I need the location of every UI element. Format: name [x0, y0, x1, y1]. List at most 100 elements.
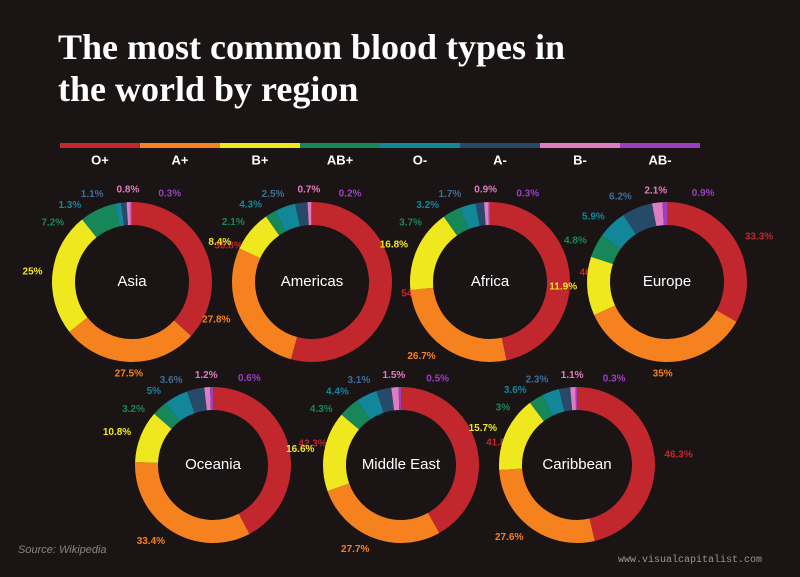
- donut-segment: [126, 202, 131, 226]
- value-label: 27.7%: [341, 544, 369, 555]
- value-label: 3.6%: [160, 375, 183, 386]
- watermark: www.visualcapitalist.com: [617, 555, 762, 566]
- value-label: 0.7%: [297, 185, 320, 196]
- donut-segment: [114, 202, 125, 227]
- value-label: 35%: [653, 369, 673, 380]
- value-label: 0.8%: [117, 185, 140, 196]
- legend-label: B-: [573, 152, 587, 167]
- region-label: Europe: [643, 273, 691, 290]
- region-label: Asia: [117, 273, 147, 290]
- value-label: 4.3%: [310, 404, 333, 415]
- value-label: 26.7%: [407, 351, 435, 362]
- value-label: 4.4%: [326, 386, 349, 397]
- legend-label: A-: [493, 152, 507, 167]
- value-label: 6.2%: [609, 192, 632, 203]
- value-label: 46.3%: [664, 450, 692, 461]
- donut-segment: [135, 461, 250, 544]
- donut-segment: [341, 400, 371, 430]
- value-label: 27.8%: [202, 315, 230, 326]
- legend-swatch: [60, 143, 140, 148]
- value-label: 3.2%: [122, 404, 145, 415]
- value-label: 16.6%: [286, 444, 314, 455]
- value-label: 0.9%: [474, 185, 497, 196]
- donut-segment: [357, 390, 384, 420]
- value-label: 2.3%: [526, 374, 549, 385]
- value-label: 1.5%: [383, 370, 406, 381]
- donut-segment: [290, 202, 393, 362]
- donut-segment: [307, 202, 312, 226]
- value-label: 2.1%: [222, 217, 245, 228]
- donut-segment: [594, 305, 737, 362]
- donut-segment: [130, 202, 132, 226]
- donut-segment: [210, 387, 213, 411]
- donut-segment: [570, 387, 576, 411]
- donut-segment: [132, 202, 212, 337]
- donut-segment: [410, 287, 507, 362]
- donut-segment: [154, 403, 180, 429]
- donut-hole: [348, 412, 454, 518]
- value-label: 4.3%: [239, 199, 262, 210]
- donut-segment: [310, 202, 312, 226]
- donut-segment: [187, 387, 207, 414]
- value-label: 5%: [147, 386, 162, 397]
- donut-segment: [559, 387, 573, 412]
- value-label: 3%: [496, 402, 511, 413]
- region-label: Oceania: [185, 456, 242, 473]
- donut-segment: [69, 317, 192, 362]
- legend-label: AB-: [648, 152, 671, 167]
- donut-segment: [82, 203, 120, 238]
- donut-segment: [443, 207, 469, 236]
- region-label: Africa: [471, 273, 510, 290]
- value-label: 1.1%: [561, 370, 584, 381]
- donut-segment: [667, 202, 747, 322]
- donut-segment: [475, 202, 486, 226]
- donut-segment: [204, 387, 211, 411]
- donut-segment: [529, 395, 553, 422]
- donut-hole: [77, 227, 187, 337]
- value-label: 0.3%: [603, 373, 626, 384]
- legend-swatch: [620, 143, 700, 148]
- value-label: 0.5%: [426, 373, 449, 384]
- value-label: 2.1%: [644, 185, 667, 196]
- region-label: Americas: [281, 273, 344, 290]
- donut-segment: [460, 203, 480, 230]
- value-label: 10.8%: [103, 427, 131, 438]
- value-label: 4.8%: [564, 236, 587, 247]
- donut-segment: [410, 216, 458, 291]
- donut-segment: [542, 389, 565, 416]
- donut-segment: [488, 202, 490, 226]
- donut-segment: [391, 387, 400, 411]
- value-label: 42.3%: [298, 438, 326, 449]
- donut-segment: [499, 402, 544, 471]
- donut-segment: [120, 202, 129, 226]
- value-label: 33.3%: [745, 231, 773, 242]
- legend-swatch: [300, 143, 380, 148]
- donut-segment: [274, 203, 300, 232]
- donut-segment: [602, 214, 636, 249]
- value-label: 1.1%: [81, 189, 104, 200]
- value-label: 5.9%: [582, 212, 605, 223]
- value-label: 1.2%: [195, 370, 218, 381]
- donut-segment: [652, 202, 664, 227]
- value-label: 1.7%: [439, 189, 462, 200]
- donut-segment: [135, 413, 172, 463]
- legend-label: AB+: [327, 152, 354, 167]
- value-label: 3.7%: [399, 218, 422, 229]
- donut-segment: [265, 211, 286, 236]
- region-label: Caribbean: [542, 456, 611, 473]
- value-label: 25%: [23, 266, 43, 277]
- value-label: 11.9%: [549, 281, 577, 292]
- donut-segment: [483, 202, 489, 226]
- donut-segment: [499, 468, 595, 543]
- value-label: 1.3%: [58, 200, 81, 211]
- donut-segment: [51, 219, 97, 332]
- value-label: 3.6%: [504, 385, 527, 396]
- legend-swatch: [220, 143, 300, 148]
- donut-segment: [323, 414, 360, 492]
- donut-segment: [623, 203, 657, 235]
- legend-swatch: [460, 143, 540, 148]
- donut-hole: [524, 412, 630, 518]
- value-label: 41.8%: [486, 437, 514, 448]
- value-label: 36.8%: [214, 240, 242, 251]
